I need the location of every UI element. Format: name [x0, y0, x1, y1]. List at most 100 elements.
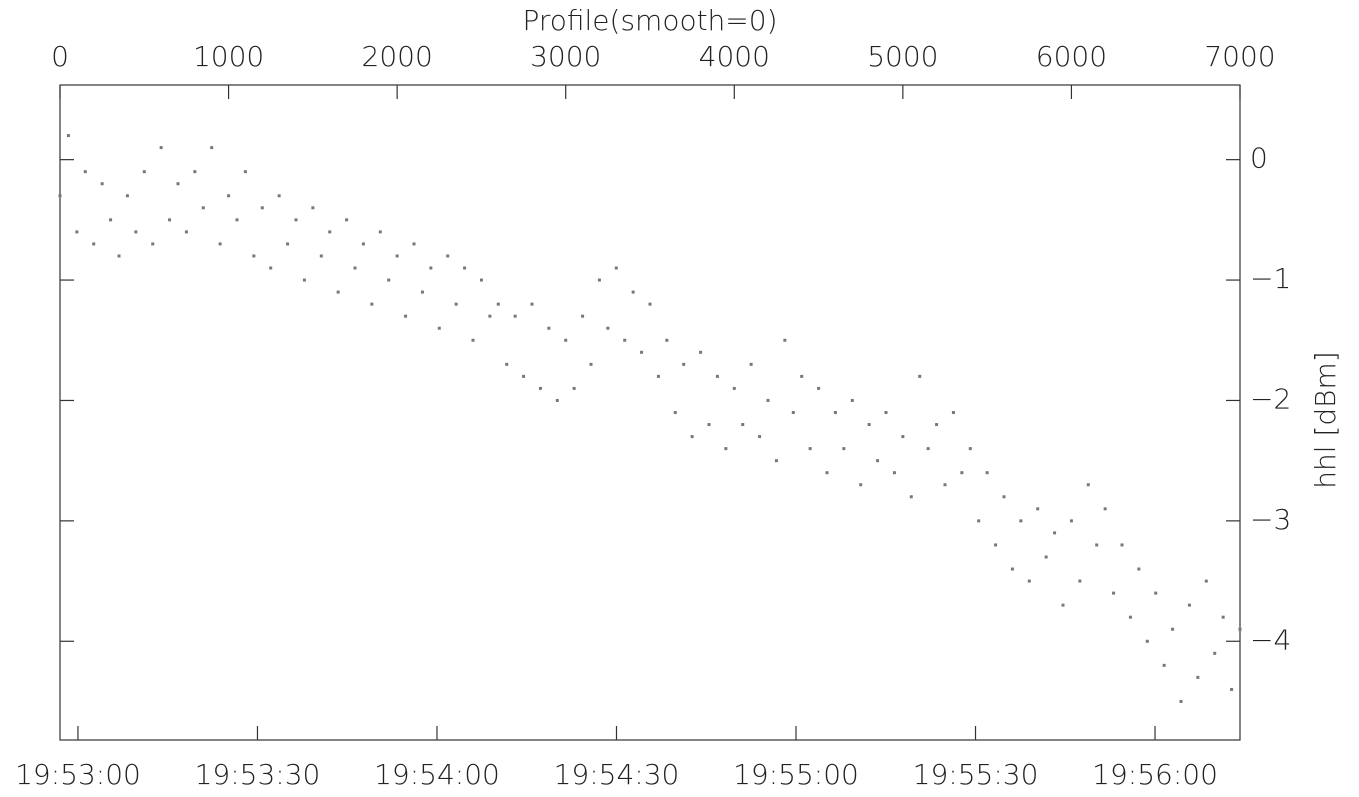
point: [1010, 567, 1014, 571]
point: [892, 471, 896, 475]
point: [876, 459, 880, 463]
point: [227, 194, 231, 198]
point: [176, 182, 180, 186]
point: [926, 447, 930, 451]
point: [210, 146, 214, 150]
point: [471, 338, 475, 342]
point: [1112, 591, 1116, 595]
top-tick-label: 4000: [699, 40, 770, 73]
point: [1128, 615, 1132, 619]
point: [1204, 579, 1208, 583]
point: [918, 374, 922, 378]
point: [1027, 579, 1031, 583]
point: [168, 218, 172, 222]
point: [387, 278, 391, 282]
point: [142, 170, 146, 174]
point: [741, 423, 745, 427]
bottom-tick-label: 19:55:30: [913, 758, 1039, 791]
point: [454, 302, 458, 306]
point: [218, 242, 222, 246]
top-tick-label: 6000: [1036, 40, 1107, 73]
y-tick-label: −1: [1250, 262, 1291, 295]
point: [1238, 627, 1242, 631]
point: [724, 447, 728, 451]
point: [505, 362, 509, 366]
point: [429, 266, 433, 270]
point: [842, 447, 846, 451]
point: [1019, 519, 1023, 523]
point: [867, 423, 871, 427]
point: [800, 374, 804, 378]
point: [125, 194, 129, 198]
point: [589, 362, 593, 366]
point: [58, 194, 62, 198]
point: [395, 254, 399, 258]
top-tick-label: 0: [51, 40, 69, 73]
point: [640, 350, 644, 354]
point: [985, 471, 989, 475]
y-tick-label: −3: [1250, 503, 1291, 536]
point: [758, 435, 762, 439]
point: [1137, 567, 1141, 571]
top-tick-label: 1000: [193, 40, 264, 73]
point: [960, 471, 964, 475]
point: [665, 338, 669, 342]
point: [1213, 651, 1217, 655]
point: [682, 362, 686, 366]
point: [564, 338, 568, 342]
point: [749, 362, 753, 366]
point: [522, 374, 526, 378]
point: [311, 206, 315, 210]
chart-title: Profile(smooth=0): [522, 4, 777, 37]
point: [1095, 543, 1099, 547]
bottom-tick-label: 19:53:30: [195, 758, 321, 791]
point: [513, 314, 517, 318]
point: [378, 230, 382, 234]
point: [361, 242, 365, 246]
point: [412, 242, 416, 246]
point: [1036, 507, 1040, 511]
point: [109, 218, 113, 222]
point: [184, 230, 188, 234]
bottom-tick-label: 19:56:00: [1092, 758, 1218, 791]
point: [614, 266, 618, 270]
point: [673, 411, 677, 414]
point: [935, 423, 939, 427]
top-tick-label: 5000: [867, 40, 938, 73]
point: [479, 278, 483, 282]
point: [1187, 603, 1191, 607]
point: [404, 314, 408, 318]
point: [1086, 483, 1090, 487]
point: [715, 374, 719, 378]
point: [1145, 639, 1149, 643]
point: [774, 459, 778, 463]
point: [699, 350, 703, 354]
point: [496, 302, 500, 306]
point: [193, 170, 197, 174]
point: [833, 411, 837, 414]
point: [943, 483, 947, 487]
point: [707, 423, 711, 427]
point: [319, 254, 323, 258]
point: [92, 242, 96, 246]
point: [277, 194, 281, 198]
point: [159, 146, 163, 150]
point: [100, 182, 104, 186]
point: [201, 206, 205, 210]
point: [597, 278, 601, 282]
point: [555, 398, 559, 402]
point: [420, 290, 424, 294]
point: [294, 218, 298, 222]
point: [66, 134, 70, 138]
point: [336, 290, 340, 294]
point: [1179, 699, 1183, 703]
point: [151, 242, 155, 246]
point: [547, 326, 551, 330]
point: [1162, 663, 1166, 667]
point: [345, 218, 349, 222]
point: [1196, 675, 1200, 679]
point: [968, 447, 972, 451]
point: [1103, 507, 1107, 511]
point: [690, 435, 694, 439]
point: [75, 230, 79, 234]
